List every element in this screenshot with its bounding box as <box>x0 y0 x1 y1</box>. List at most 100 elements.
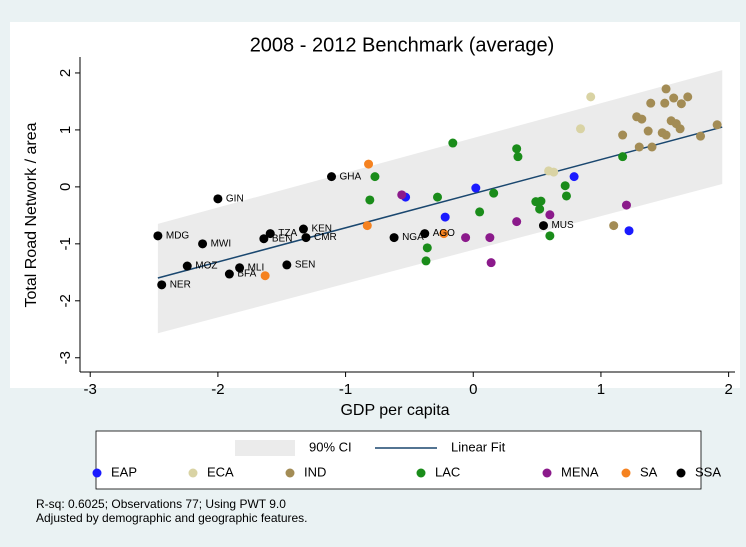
y-tick-label: -2 <box>57 294 74 307</box>
point <box>538 221 548 231</box>
x-axis-title: GDP per capita <box>340 402 449 419</box>
point <box>397 190 407 200</box>
legend-label: MENA <box>561 464 599 479</box>
point <box>569 172 579 182</box>
point <box>647 142 657 152</box>
point-label: TZA <box>278 228 297 239</box>
point <box>440 212 450 222</box>
legend-marker <box>92 468 102 478</box>
legend-marker <box>676 468 686 478</box>
legend-label: 90% CI <box>309 439 352 454</box>
point <box>561 191 571 201</box>
legend-label: ECA <box>207 464 234 479</box>
point <box>157 280 167 290</box>
note: R-sq: 0.6025; Observations 77; Using PWT… <box>36 497 286 511</box>
point <box>712 120 722 130</box>
point <box>696 131 706 141</box>
point <box>675 124 685 134</box>
legend-label: IND <box>304 464 326 479</box>
point <box>549 167 559 177</box>
point <box>153 231 163 241</box>
point-label: KEN <box>311 224 332 235</box>
legend-marker <box>188 468 198 478</box>
y-tick-label: 1 <box>57 126 74 134</box>
point <box>259 234 269 244</box>
point <box>475 207 485 217</box>
point <box>618 152 628 162</box>
legend-marker <box>416 468 426 478</box>
point <box>362 221 372 231</box>
y-tick-label: 0 <box>57 183 74 191</box>
legend-marker <box>542 468 552 478</box>
point-label: MOZ <box>195 261 217 272</box>
point <box>683 92 693 102</box>
point <box>535 204 545 214</box>
x-tick-label: 0 <box>469 381 477 398</box>
point <box>364 159 374 169</box>
legend-label: SSA <box>695 464 721 479</box>
point <box>661 130 671 140</box>
point-label: BEN <box>272 233 293 244</box>
point <box>301 233 311 243</box>
point <box>265 229 275 239</box>
point <box>182 261 192 271</box>
x-tick-label: -1 <box>339 381 352 398</box>
point <box>471 183 481 193</box>
point-label: AGO <box>433 228 455 239</box>
point <box>545 210 555 220</box>
point <box>421 256 431 266</box>
point-label: MLI <box>248 262 265 273</box>
x-tick-label: 1 <box>597 381 605 398</box>
point <box>621 200 631 210</box>
point <box>298 224 308 234</box>
chart-title: 2008 - 2012 Benchmark (average) <box>250 34 555 56</box>
y-tick-label: -3 <box>57 351 74 364</box>
point <box>370 172 380 182</box>
point <box>560 181 570 191</box>
y-tick-label: -1 <box>57 237 74 250</box>
point-label: SEN <box>295 260 316 271</box>
legend-label: Linear Fit <box>451 439 506 454</box>
point <box>224 269 234 279</box>
x-tick-label: -2 <box>211 381 224 398</box>
legend-label: LAC <box>435 464 460 479</box>
legend-label: EAP <box>111 464 137 479</box>
point <box>618 130 628 140</box>
point <box>513 152 523 162</box>
legend-label: SA <box>640 464 658 479</box>
y-tick-label: 2 <box>57 69 74 77</box>
point-label: MDG <box>166 231 190 242</box>
point <box>282 260 292 270</box>
point <box>669 93 679 103</box>
point-label: NGA <box>402 232 424 243</box>
point <box>646 98 656 108</box>
point <box>643 126 653 136</box>
point <box>213 194 223 204</box>
point-label: CMR <box>314 232 337 243</box>
point-label: NER <box>170 279 191 290</box>
point <box>448 138 458 148</box>
point <box>235 263 245 273</box>
point <box>389 233 399 243</box>
legend-marker <box>621 468 631 478</box>
point <box>660 98 670 108</box>
legend-swatch <box>235 440 295 456</box>
point <box>327 172 337 182</box>
point <box>433 192 443 202</box>
point <box>576 124 586 134</box>
ci-band <box>157 70 723 334</box>
point <box>365 195 375 205</box>
point <box>422 243 432 253</box>
point <box>198 239 208 249</box>
note: Adjusted by demographic and geographic f… <box>36 511 308 525</box>
point <box>634 142 644 152</box>
point <box>439 229 449 239</box>
point <box>260 271 270 281</box>
point <box>536 196 546 206</box>
point <box>637 114 647 124</box>
point <box>512 144 522 154</box>
point <box>485 233 495 243</box>
point <box>461 233 471 243</box>
